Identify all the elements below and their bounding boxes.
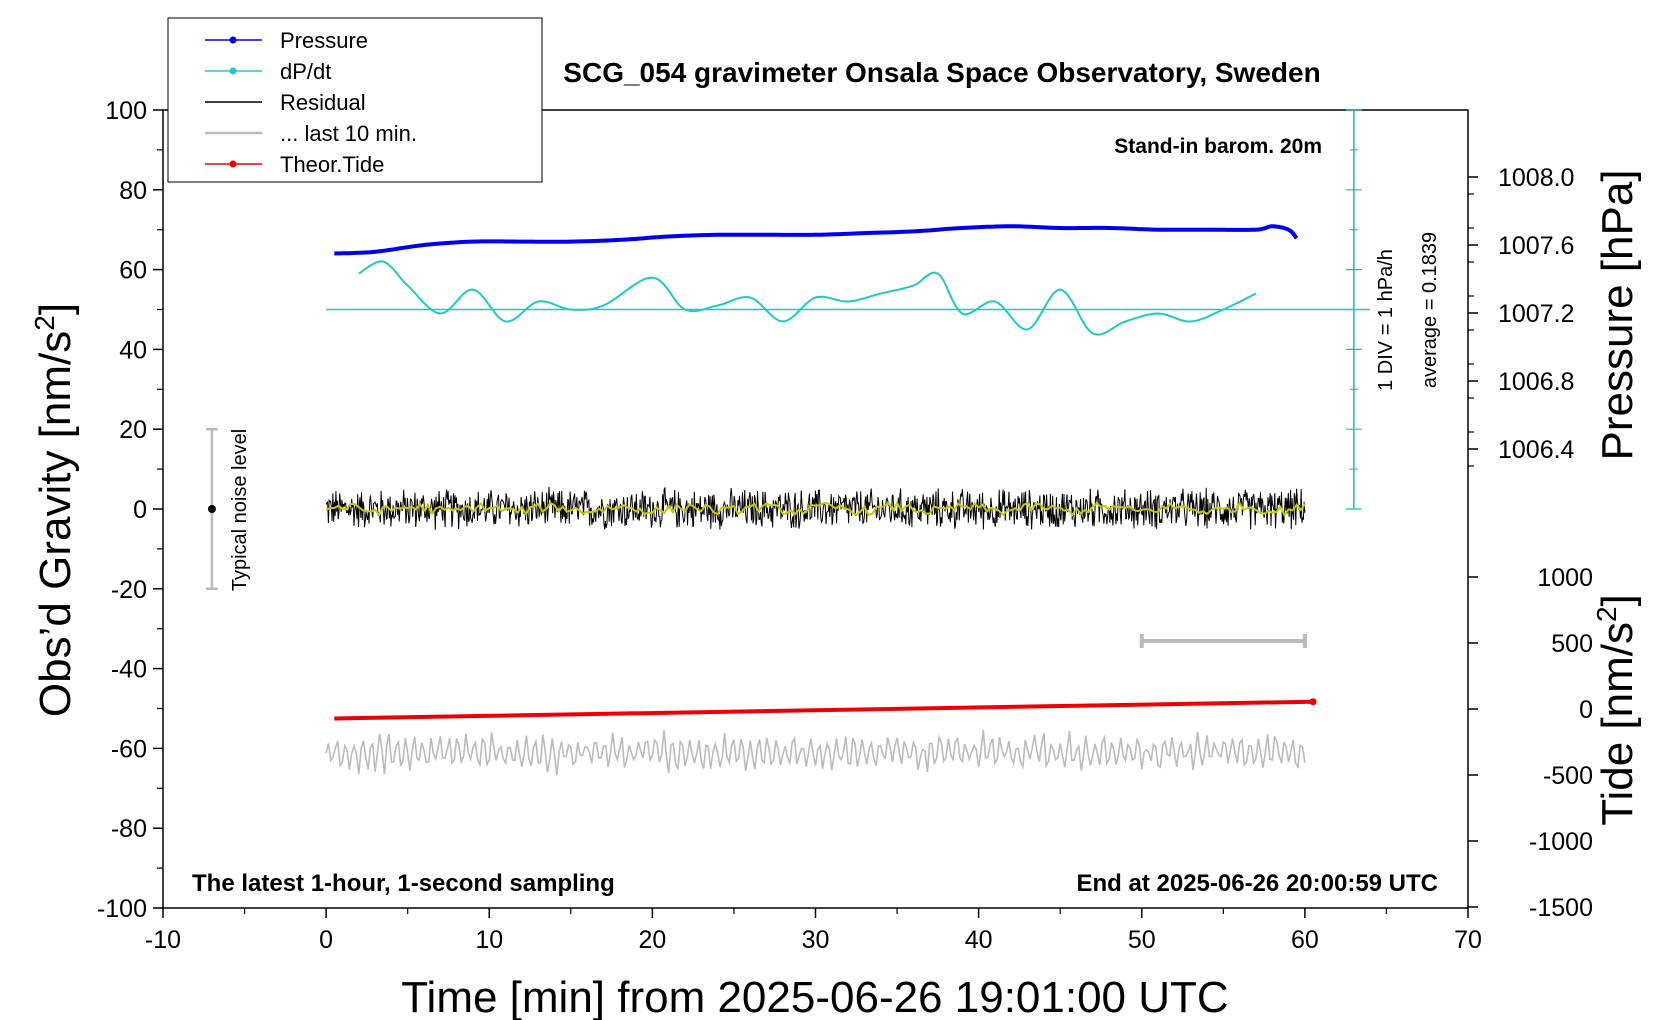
- x-tick-label: 10: [475, 926, 503, 954]
- x-axis-label: Time [min] from 2025-06-26 19:01:00 UTC: [401, 973, 1228, 1020]
- legend-label: Residual: [280, 90, 366, 115]
- residual-smoothed-line: [325, 500, 1306, 518]
- y-tick-label: -100: [97, 895, 147, 923]
- tide-tick-label: -1000: [1529, 828, 1593, 856]
- y-tick-label: -20: [111, 576, 147, 604]
- tide-endpoint-marker: [1309, 698, 1317, 706]
- y-axis-label-left-sup: 2: [29, 315, 60, 331]
- y-tick-label: 40: [119, 336, 147, 364]
- sampling-note: The latest 1-hour, 1-second sampling: [192, 870, 615, 897]
- theoretical-tide-line: [334, 699, 1314, 721]
- tide-tick-label: 500: [1551, 630, 1593, 658]
- tide-tick-label: -1500: [1529, 894, 1593, 922]
- tide-tick-label: 0: [1579, 696, 1593, 724]
- x-tick-label: -10: [145, 926, 181, 954]
- x-tick-label: 0: [319, 926, 333, 954]
- y-axis-label-pressure: Pressure [hPa]: [1593, 169, 1642, 460]
- y-axis-label-tide-sup: 2: [1591, 606, 1622, 622]
- legend-box: [167, 17, 543, 183]
- legend-label: Pressure: [280, 28, 368, 53]
- y-axis-label-left-end: ]: [31, 303, 80, 315]
- y-tick-label: 60: [119, 257, 147, 285]
- pressure-tick-label: 1007.2: [1498, 300, 1574, 328]
- noise-level-center-dot: [207, 505, 216, 513]
- x-tick-label: 60: [1291, 926, 1319, 954]
- div-note: 1 DIV = 1 hPa/h: [1375, 249, 1397, 391]
- legend-items: Pressure dP/dt Residual ... last 10 min. The…: [205, 28, 417, 177]
- tide-tick-label: 1000: [1537, 564, 1593, 592]
- y-tick-label: 80: [119, 177, 147, 205]
- series-layer: [205, 224, 1371, 776]
- y-axis-label-left: Obs’d Gravity [nm/s2]: [29, 303, 80, 717]
- chart-title: SCG_054 gravimeter Onsala Space Observat…: [563, 57, 1320, 88]
- y-axis-label-tide: Tide [nm/s2]: [1591, 594, 1642, 826]
- tick-layer: -10 0 10 20 30 40 50 60 70100806040200-20-40-60-…: [97, 97, 1593, 954]
- legend-marker: [229, 67, 237, 75]
- legend-label: Theor.Tide: [280, 152, 384, 177]
- noise-level-note: Typical noise level: [229, 429, 251, 591]
- y-tick-label: -80: [111, 815, 147, 843]
- last-10-min-line: [325, 730, 1306, 776]
- x-tick-label: 20: [638, 926, 666, 954]
- legend-label: ... last 10 min.: [280, 121, 417, 146]
- dpdt-line: [358, 260, 1257, 336]
- y-tick-label: -60: [111, 735, 147, 763]
- x-tick-label: 50: [1128, 926, 1156, 954]
- pressure-tick-label: 1006.4: [1498, 436, 1575, 464]
- pressure-tick-label: 1008.0: [1498, 164, 1574, 192]
- legend-label: dP/dt: [280, 59, 331, 84]
- legend-marker: [229, 36, 237, 44]
- legend-marker: [229, 160, 237, 168]
- y-axis-label-tide-end: ]: [1593, 594, 1642, 606]
- stand-in-barometer-note: Stand-in barom. 20m: [1114, 135, 1322, 158]
- pressure-tick-label: 1007.6: [1498, 232, 1574, 260]
- pressure-tick-label: 1006.8: [1498, 368, 1574, 396]
- x-tick-label: 40: [965, 926, 993, 954]
- y-tick-label: -40: [111, 656, 147, 684]
- residual-line: [325, 486, 1306, 530]
- x-tick-label: 70: [1454, 926, 1482, 954]
- y-tick-label: 100: [105, 97, 147, 125]
- average-note: average = 0.1839: [1419, 232, 1441, 388]
- end-time-note: End at 2025-06-26 20:00:59 UTC: [1077, 870, 1439, 897]
- legend: Pressure dP/dt Residual ... last 10 min. The…: [167, 17, 543, 183]
- y-axis-label-tide-main: Tide [nm/s: [1593, 622, 1642, 826]
- tide-tick-label: -500: [1543, 762, 1593, 790]
- y-tick-label: 20: [119, 416, 147, 444]
- pressure-line: [334, 224, 1299, 256]
- y-tick-label: 0: [133, 496, 147, 524]
- y-axis-label-left-main: Obs’d Gravity [nm/s: [31, 331, 80, 717]
- x-tick-label: 30: [802, 926, 830, 954]
